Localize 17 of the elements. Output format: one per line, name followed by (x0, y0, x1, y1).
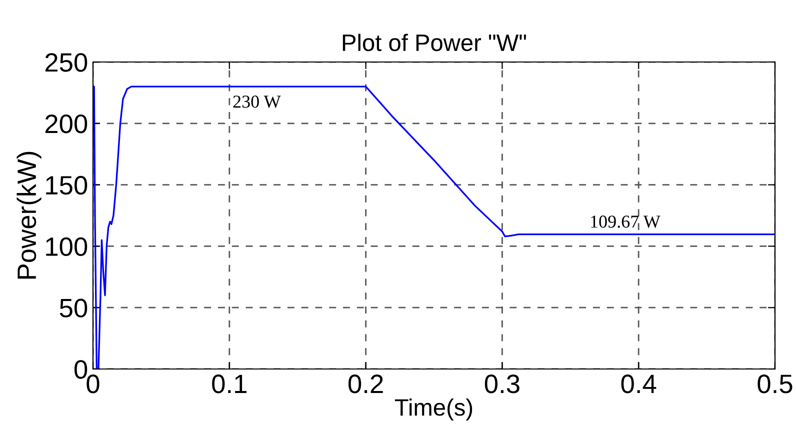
y-tick-label: 50 (60, 298, 88, 318)
x-tick-label: 0.1 (212, 374, 246, 394)
y-axis-title: Power(kW) (16, 152, 42, 279)
y-tick-label: 100 (46, 237, 88, 256)
x-tick-label: 0 (86, 374, 100, 394)
y-tick-label: 0 (74, 360, 88, 379)
x-tick-label: 0.3 (484, 374, 520, 394)
annotation: 109.67 W (591, 216, 660, 228)
x-axis-title: Time(s) (394, 398, 472, 420)
y-tick-label: 250 (45, 53, 88, 72)
x-tick-label: 0.2 (348, 374, 383, 394)
chart-title: Plot of Power "W" (342, 34, 526, 52)
x-tick-label: 0.4 (621, 374, 656, 394)
x-tick-label: 0.5 (758, 374, 792, 394)
y-tick-label: 200 (45, 114, 88, 134)
y-tick-label: 150 (46, 176, 88, 195)
annotation: 230 W (233, 96, 281, 108)
